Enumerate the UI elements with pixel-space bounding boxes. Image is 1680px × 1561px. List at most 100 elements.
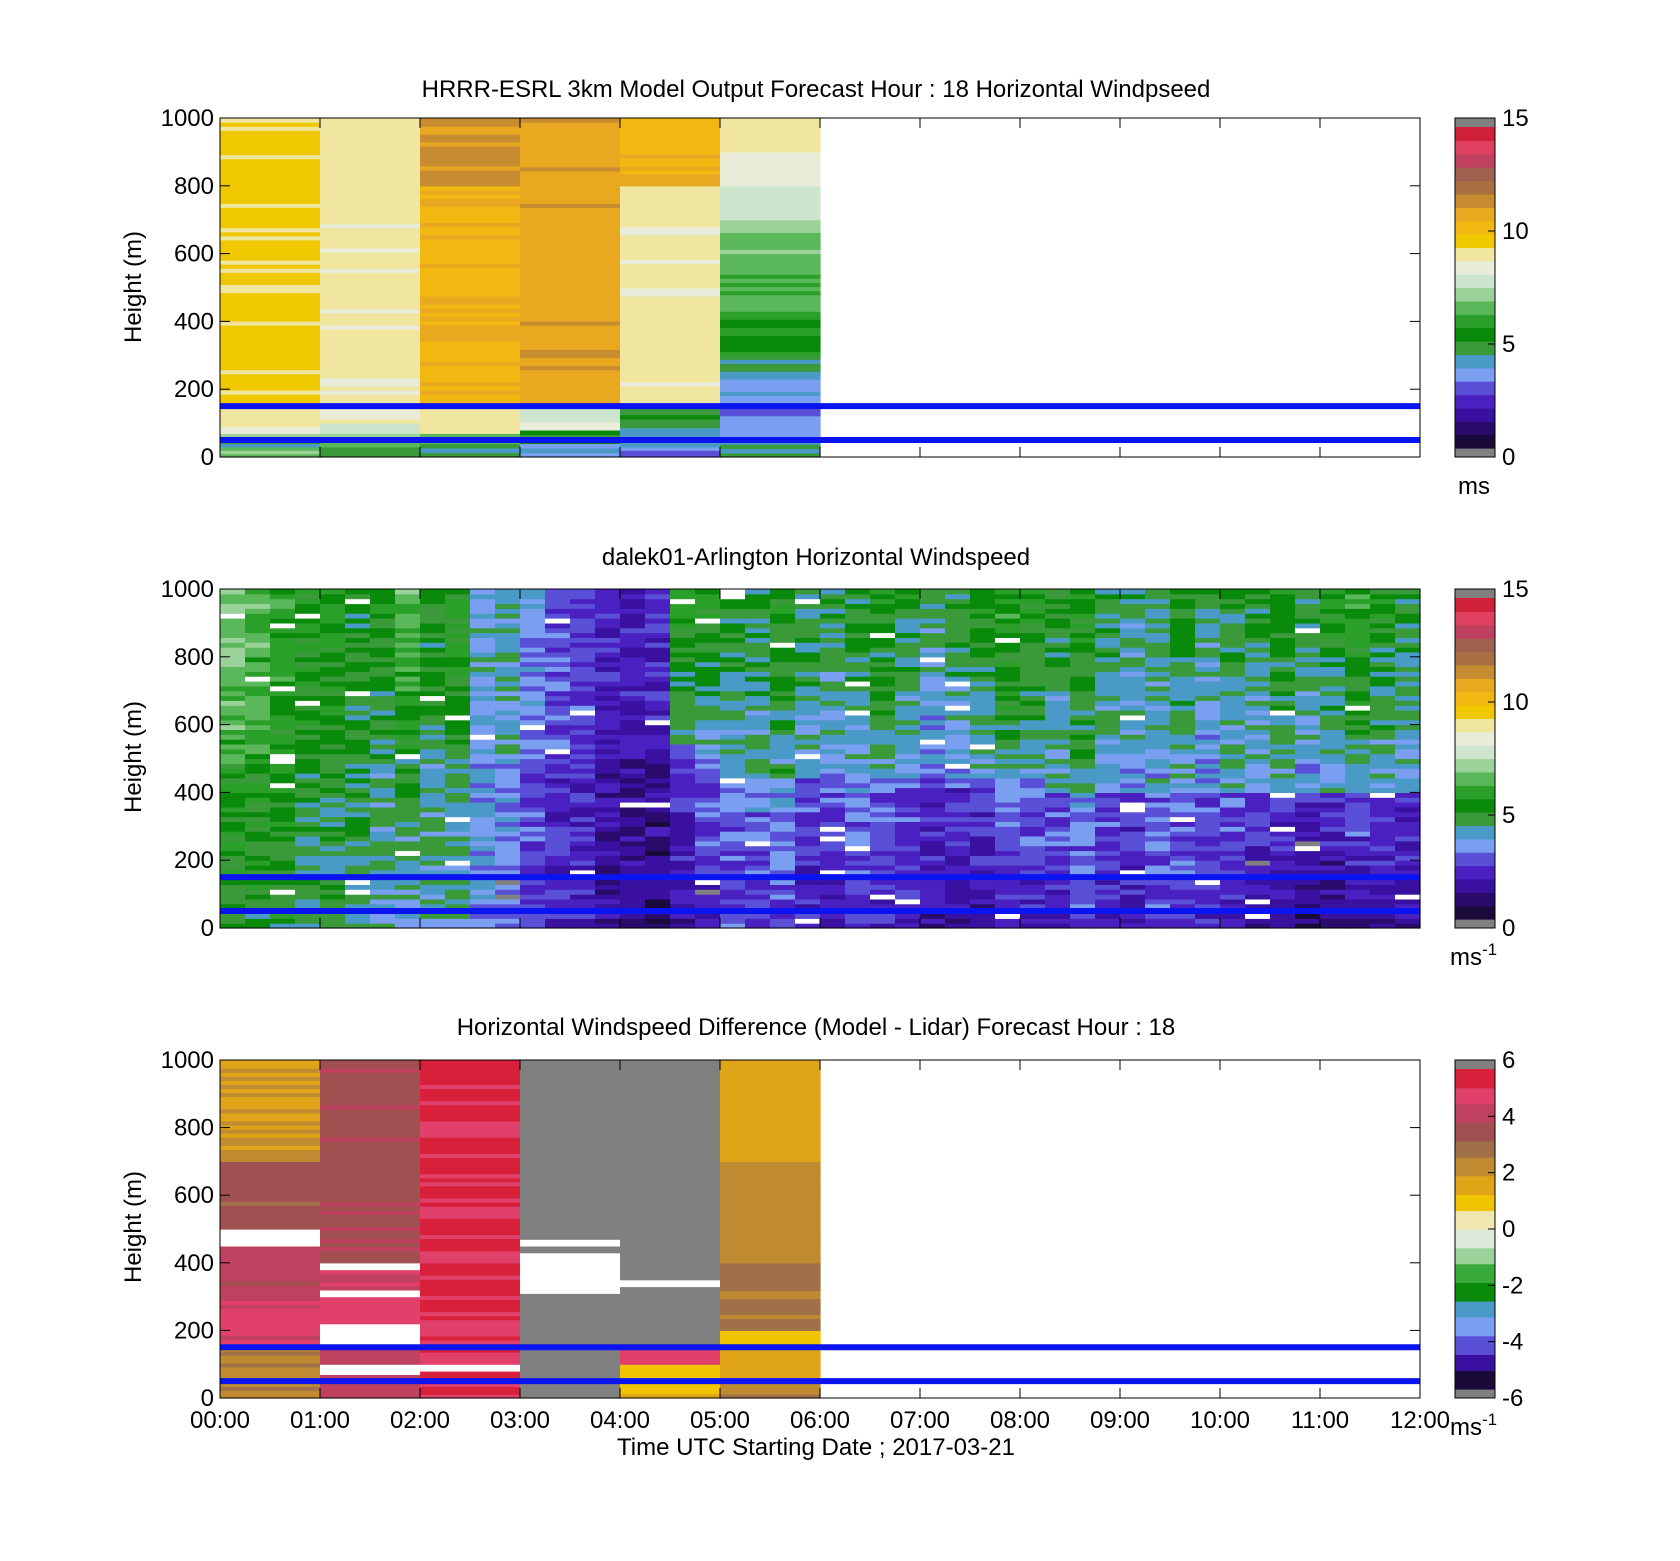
- colorbar-swatch: [1455, 1274, 1495, 1278]
- heatmap-cell: [720, 748, 746, 755]
- heatmap-cell: [720, 1112, 821, 1118]
- colorbar-swatch: [1455, 314, 1495, 318]
- heatmap-cell: [295, 744, 321, 750]
- heatmap-cell: [320, 191, 421, 196]
- heatmap-cell: [1270, 676, 1296, 682]
- heatmap-cell: [920, 734, 946, 740]
- heatmap-cell: [1070, 860, 1096, 866]
- heatmap-cell: [545, 826, 571, 832]
- heatmap-cell: [995, 894, 1021, 900]
- heatmap-cell: [1320, 690, 1346, 697]
- heatmap-cell: [920, 768, 946, 774]
- heatmap-cell: [670, 593, 696, 600]
- heatmap-cell: [620, 1218, 721, 1224]
- heatmap-cell: [1270, 831, 1296, 837]
- heatmap-cell: [1195, 860, 1221, 866]
- heatmap-cell: [1020, 681, 1046, 687]
- heatmap-cell: [720, 918, 746, 924]
- heatmap-cell: [1245, 753, 1271, 760]
- colorbar-swatch: [1455, 1157, 1495, 1161]
- heatmap-cell: [270, 826, 296, 832]
- colorbar-swatch: [1455, 1373, 1495, 1377]
- heatmap-cell: [420, 122, 521, 127]
- colorbar-swatch: [1455, 667, 1495, 671]
- heatmap-cell: [1345, 860, 1371, 866]
- heatmap-cell: [320, 450, 421, 455]
- lidar-reference-lines: [220, 874, 1420, 915]
- heatmap-cell: [720, 286, 821, 292]
- colorbar-swatch: [1455, 1117, 1495, 1121]
- heatmap-cell: [445, 802, 471, 808]
- heatmap-cell: [220, 777, 246, 784]
- heatmap-cell: [1295, 652, 1321, 658]
- heatmap-cell: [320, 1080, 421, 1085]
- heatmap-cell: [1120, 821, 1146, 827]
- heatmap-cell: [320, 666, 346, 672]
- heatmap-cell: [395, 884, 421, 890]
- colorbar-swatch: [1455, 410, 1495, 414]
- heatmap-cell: [870, 845, 896, 852]
- heatmap-cell: [970, 656, 996, 663]
- heatmap-cell: [670, 656, 696, 663]
- heatmap-cell: [1195, 652, 1221, 658]
- heatmap-cell: [220, 627, 246, 634]
- heatmap-cell: [620, 185, 721, 191]
- heatmap-cell: [420, 1230, 521, 1236]
- colorbar-unit-label: ms-1: [1450, 1410, 1497, 1441]
- heatmap-cell: [520, 373, 621, 379]
- heatmap-cell: [320, 845, 346, 852]
- heatmap-cell: [1020, 744, 1046, 750]
- heatmap-cell: [870, 806, 896, 813]
- heatmap-cell: [970, 613, 996, 619]
- heatmap-cell: [395, 894, 421, 900]
- heatmap-cell: [420, 389, 521, 395]
- heatmap-cell: [220, 215, 321, 221]
- heatmap-cell: [1295, 811, 1321, 818]
- heatmap-cell: [895, 879, 921, 885]
- heatmap-cell: [495, 710, 521, 716]
- heatmap-cell: [270, 671, 296, 677]
- heatmap-cell: [845, 618, 871, 624]
- heatmap-cell: [220, 1177, 321, 1182]
- heatmap-cell: [1045, 671, 1071, 677]
- heatmap-cell: [1320, 710, 1346, 716]
- heatmap-cell: [420, 797, 446, 803]
- colorbar-swatch: [1455, 167, 1495, 171]
- colorbar-swatch: [1455, 1090, 1495, 1094]
- heatmap-cell: [220, 1064, 321, 1069]
- heatmap-cell: [395, 681, 421, 687]
- heatmap-cell: [570, 884, 596, 890]
- heatmap-cell: [1320, 816, 1346, 822]
- heatmap-cell: [745, 671, 771, 677]
- heatmap-cell: [595, 836, 621, 842]
- heatmap-cell: [220, 1257, 321, 1263]
- heatmap-cell: [620, 1255, 721, 1260]
- heatmap-cell: [995, 656, 1021, 663]
- heatmap-cell: [695, 622, 721, 629]
- heatmap-cell: [420, 1335, 521, 1341]
- heatmap-cell: [970, 652, 996, 658]
- heatmap-cell: [895, 608, 921, 614]
- colorbar-swatch: [1455, 1162, 1495, 1166]
- heatmap-cell: [420, 1214, 521, 1219]
- heatmap-cell: [345, 845, 371, 852]
- heatmap-cell: [320, 1277, 421, 1283]
- heatmap-cell: [320, 1189, 421, 1195]
- heatmap-cell: [620, 647, 646, 653]
- heatmap-cell: [320, 647, 346, 653]
- heatmap-cell: [745, 724, 771, 730]
- heatmap-cell: [1295, 661, 1321, 667]
- heatmap-cell: [570, 700, 596, 706]
- heatmap-cell: [795, 748, 821, 755]
- heatmap-cell: [245, 671, 271, 677]
- heatmap-cell: [270, 879, 296, 885]
- heatmap-cell: [520, 312, 621, 318]
- heatmap-cell: [295, 913, 321, 919]
- heatmap-cell: [895, 671, 921, 677]
- heatmap-cell: [645, 821, 671, 827]
- heatmap-cell: [620, 797, 646, 803]
- heatmap-cell: [295, 787, 321, 793]
- heatmap-cell: [845, 685, 871, 692]
- colorbar-swatch: [1455, 804, 1495, 808]
- heatmap-cell: [520, 170, 621, 176]
